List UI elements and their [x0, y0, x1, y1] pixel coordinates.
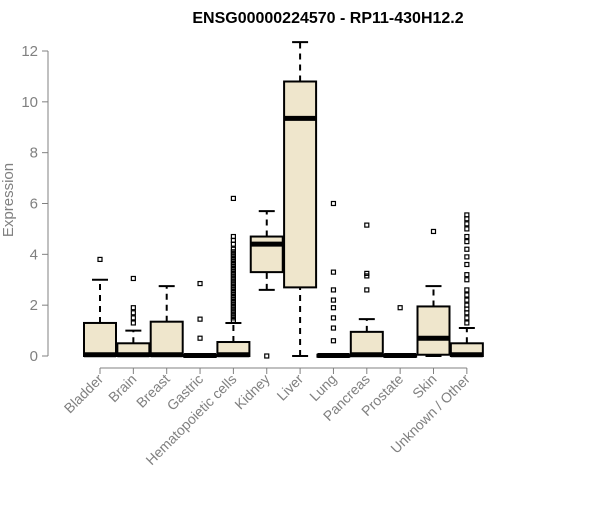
outlier-point [330, 287, 337, 293]
outlier-point [464, 297, 470, 303]
chart-title: ENSG00000224570 - RP11-430H12.2 [192, 10, 463, 27]
x-tick-label: Liver [273, 371, 306, 404]
box-iqr [416, 305, 451, 356]
y-tick-label: 4 [30, 246, 38, 263]
x-tick-label: Bladder [61, 371, 107, 417]
box-kidney [249, 210, 284, 359]
box-bladder [83, 256, 117, 358]
outlier-point [130, 320, 136, 326]
outlier-point [364, 270, 370, 276]
outlier-point [364, 222, 370, 228]
outlier-point [197, 280, 203, 287]
box-prostate [383, 305, 418, 358]
outlier-point [330, 305, 337, 311]
outlier-point [464, 239, 470, 245]
y-tick-label: 6 [30, 196, 38, 213]
y-tick-label: 12 [21, 43, 38, 60]
outlier-point [230, 195, 236, 202]
outlier-point [464, 226, 470, 232]
outlier-point [464, 292, 470, 298]
y-tick-label: 2 [30, 297, 38, 314]
box-pancreas [349, 222, 384, 358]
outlier-point [464, 233, 470, 240]
box-skin [416, 228, 451, 357]
x-tick-label: Kidney [231, 371, 273, 413]
outlier-point [364, 287, 370, 293]
outlier-point [464, 261, 470, 268]
outlier-point [464, 246, 470, 252]
outlier-point [330, 325, 337, 331]
outlier-point [330, 269, 337, 275]
outlier-point [130, 275, 136, 282]
outlier-point [230, 246, 236, 252]
box-unknown-other [449, 212, 484, 358]
box-iqr [349, 330, 384, 357]
box-iqr [149, 320, 184, 357]
outlier-point [330, 338, 337, 344]
outlier-point [464, 315, 470, 321]
box-hematopoietic-cells [216, 195, 251, 358]
box-iqr [83, 321, 117, 358]
outlier-point [464, 272, 470, 278]
outlier-point [130, 305, 136, 311]
box-iqr [283, 80, 318, 289]
outlier-point [464, 221, 470, 227]
outlier-point [464, 302, 470, 308]
outlier-point [330, 200, 337, 207]
outlier-point [464, 320, 470, 326]
y-tick-label: 8 [30, 145, 38, 162]
box-lung [316, 200, 351, 358]
boxes [83, 41, 484, 359]
y-tick-label: 0 [30, 348, 38, 365]
box-gastric [183, 280, 218, 358]
outlier-point [197, 335, 203, 341]
outlier-point [330, 297, 337, 303]
outlier-point [430, 228, 437, 235]
outlier-point [464, 277, 470, 283]
outlier-point [97, 256, 103, 263]
outlier-point [130, 310, 136, 316]
box-liver [283, 41, 318, 357]
outlier-point [230, 233, 236, 240]
y-tick-label: 10 [21, 94, 38, 111]
outlier-point [464, 212, 470, 218]
outlier-point [464, 254, 470, 260]
outlier-point [264, 353, 270, 359]
outlier-point [130, 315, 136, 321]
axes: 024681012BladderBrainBreastGastricHemato… [21, 43, 473, 468]
box-breast [149, 285, 184, 358]
outlier-point [397, 305, 403, 311]
outlier-point [330, 315, 337, 321]
box-brain [116, 275, 151, 358]
y-axis-label: Expression [0, 163, 17, 237]
outlier-point [464, 287, 470, 293]
outlier-point [197, 316, 203, 322]
